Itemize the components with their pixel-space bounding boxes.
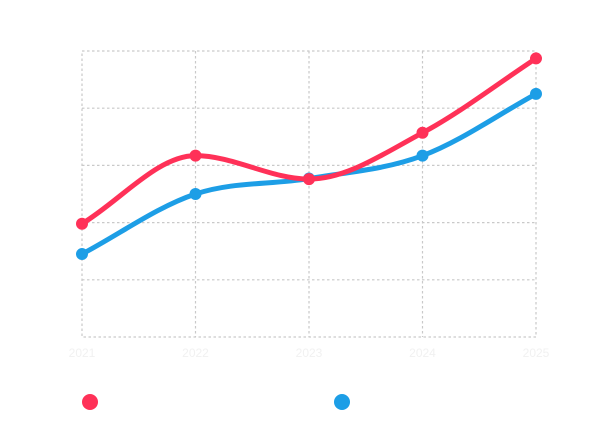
legend-marker-1[interactable] bbox=[334, 394, 350, 410]
series-0-point bbox=[530, 52, 542, 65]
series-1-point bbox=[416, 149, 429, 162]
series-1-point bbox=[76, 248, 88, 261]
x-tick-label: 2021 bbox=[69, 346, 96, 360]
x-tick-label: 2025 bbox=[523, 346, 550, 360]
series-1-point bbox=[530, 87, 542, 100]
x-tick-label: 2022 bbox=[182, 346, 209, 360]
legend bbox=[82, 394, 350, 410]
series-1-point bbox=[189, 188, 202, 200]
x-axis-ticks: 2021 2022 2023 2024 2025 bbox=[69, 346, 550, 360]
plot-series bbox=[76, 52, 542, 261]
series-0-point bbox=[303, 173, 315, 186]
x-tick-label: 2024 bbox=[409, 346, 436, 360]
series-0-point bbox=[189, 149, 202, 162]
series-0-point bbox=[76, 217, 88, 230]
legend-marker-0[interactable] bbox=[82, 394, 98, 410]
plot-border bbox=[81, 50, 537, 338]
x-tick-label: 2023 bbox=[296, 346, 323, 360]
plot-grid bbox=[81, 50, 537, 338]
series-0-point bbox=[416, 126, 429, 139]
